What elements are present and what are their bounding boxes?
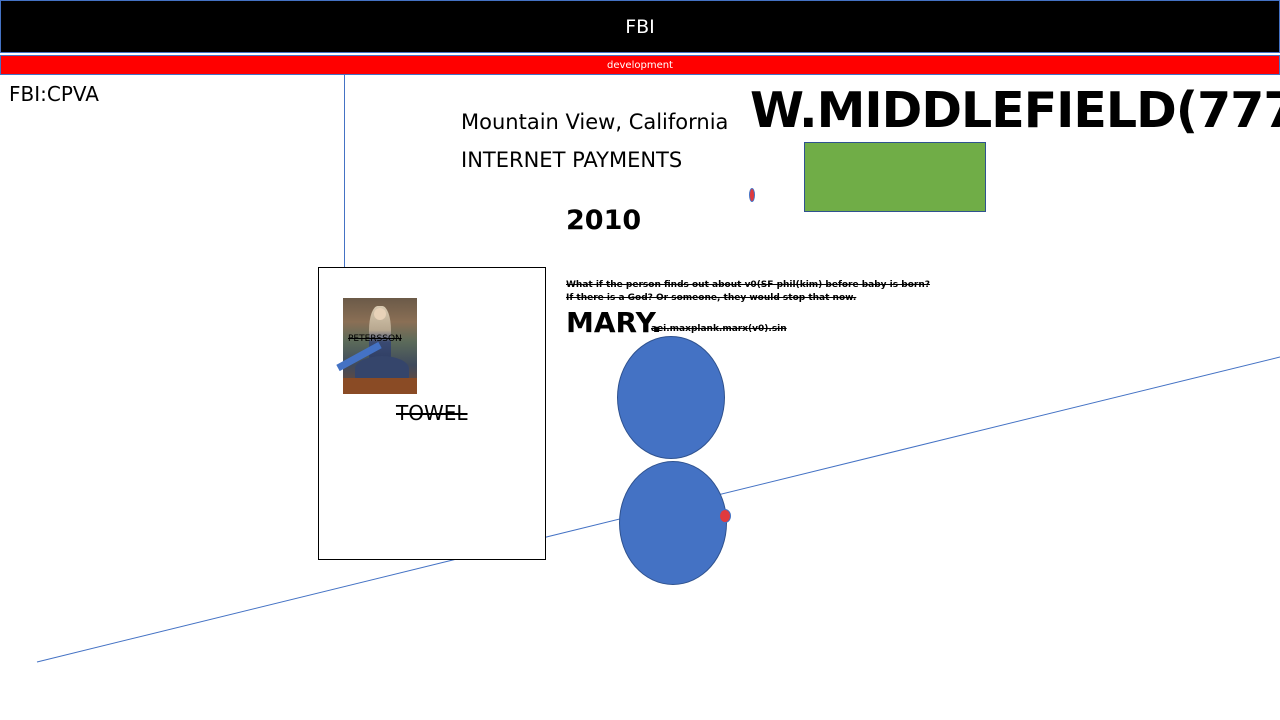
towel-label: TOWEL — [396, 401, 468, 425]
painting-robe — [355, 356, 409, 382]
red-dot-on-circle — [719, 509, 731, 523]
note-line-2: If there is a God? Or someone, they woul… — [566, 293, 857, 303]
note-line-1: What if the person finds out about v0(SF… — [566, 280, 930, 290]
header-bar: FBI — [0, 0, 1280, 53]
corner-label: FBI:CPVA — [9, 82, 99, 106]
red-dot-small — [749, 188, 755, 202]
painting-label: PETERSSON — [348, 334, 402, 344]
blue-circle-top — [617, 336, 725, 459]
painting-head — [374, 308, 386, 320]
header-title: FBI — [625, 15, 655, 38]
mary-label: MARY. — [566, 306, 662, 339]
payments-label: INTERNET PAYMENTS — [461, 148, 683, 172]
city-label: Mountain View, California — [461, 110, 729, 134]
blue-circle-bottom — [619, 461, 727, 585]
blue-stroke-mark — [336, 341, 382, 372]
year-label: 2010 — [566, 205, 642, 236]
sub-bar-label: development — [607, 59, 673, 71]
painting-ground — [343, 378, 417, 394]
mary-sub-label: aei.maxplank.marx(v0).sin — [651, 324, 787, 334]
green-rectangle — [804, 142, 986, 212]
headline-label: W.MIDDLEFIELD(777) — [750, 82, 1280, 139]
